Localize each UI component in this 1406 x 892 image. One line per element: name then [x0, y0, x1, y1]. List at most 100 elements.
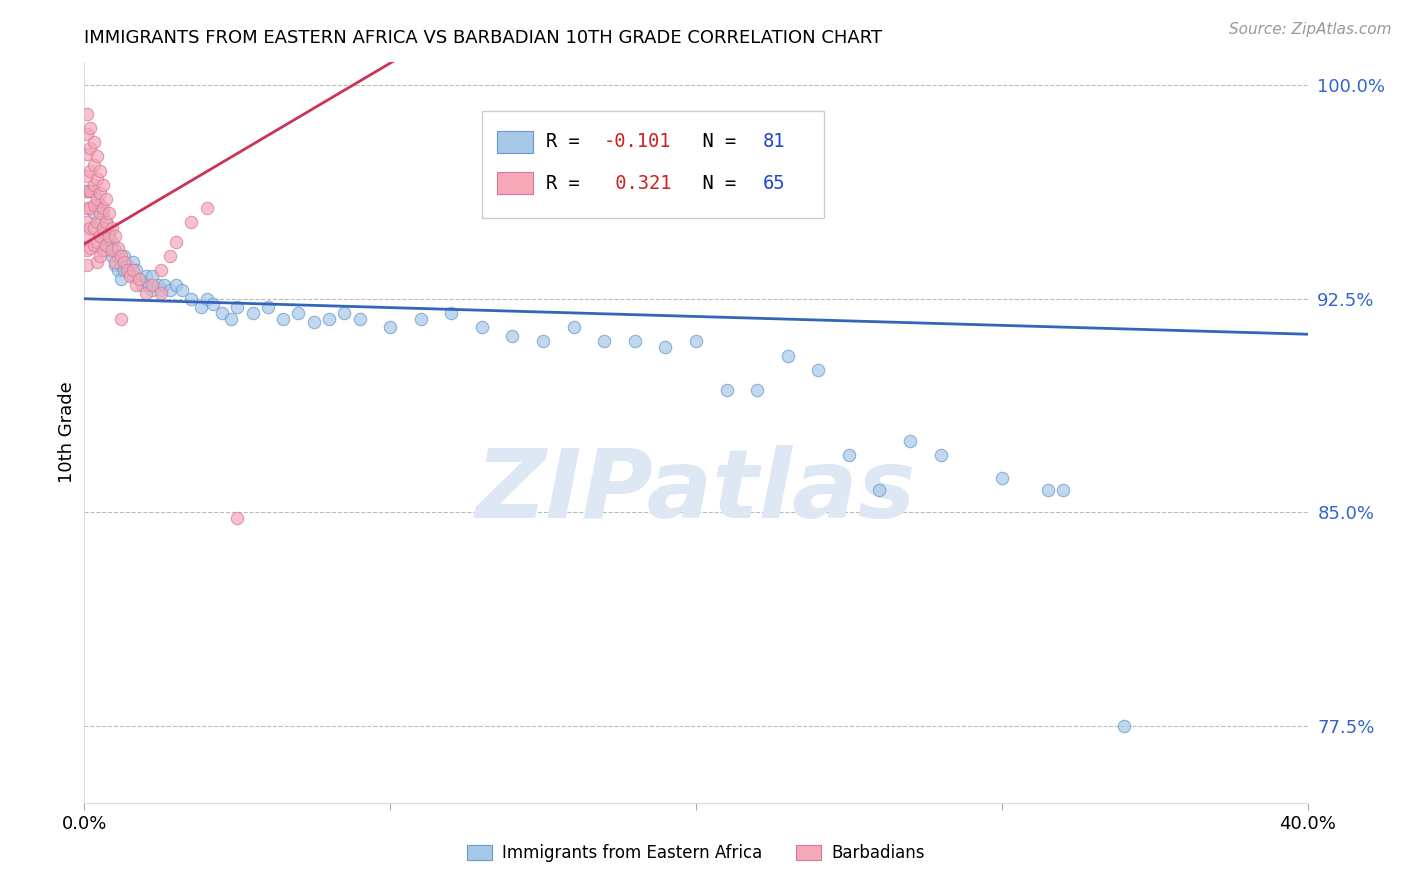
Point [79, 240, 101, 254]
Point [76, 184, 98, 198]
Point [89, 186, 111, 201]
Point [159, 249, 181, 263]
Point [83, 206, 105, 220]
Point [333, 306, 356, 320]
Point [138, 277, 160, 292]
Point [76, 201, 98, 215]
Point [141, 283, 163, 297]
Point [349, 311, 371, 326]
Point [89, 206, 111, 220]
Point [149, 286, 172, 301]
Text: R =: R = [546, 132, 591, 151]
Point [654, 340, 676, 354]
Point [146, 277, 169, 292]
Point [112, 254, 135, 268]
Point [807, 363, 830, 377]
Point [101, 249, 124, 263]
Point [531, 334, 554, 349]
Point [104, 244, 127, 258]
Point [624, 334, 647, 349]
Point [97, 229, 120, 244]
Point [91, 178, 114, 192]
Point [120, 263, 142, 277]
Point [107, 249, 129, 263]
Point [76, 215, 98, 229]
Point [91, 220, 114, 235]
Point [120, 268, 142, 283]
Point [89, 229, 111, 244]
Point [94, 237, 117, 252]
Point [79, 184, 101, 198]
Point [226, 301, 249, 315]
Point [898, 434, 921, 449]
Point [76, 127, 98, 141]
Point [76, 244, 98, 258]
Point [86, 192, 108, 206]
Point [104, 254, 127, 268]
Point [747, 383, 769, 397]
Point [211, 306, 233, 320]
Point [76, 184, 98, 198]
Point [122, 268, 145, 283]
Point [131, 277, 153, 292]
Point [380, 320, 402, 334]
Point [1036, 483, 1059, 497]
Point [135, 268, 157, 283]
Point [271, 311, 294, 326]
Point [76, 229, 98, 244]
Point [79, 163, 101, 178]
Point [149, 283, 172, 297]
Point [94, 192, 117, 206]
Point [159, 283, 181, 297]
Text: ZIPatlas: ZIPatlas [475, 445, 917, 539]
Point [110, 272, 132, 286]
Point [409, 311, 432, 326]
Text: IMMIGRANTS FROM EASTERN AFRICA VS BARBADIAN 10TH GRADE CORRELATION CHART: IMMIGRANTS FROM EASTERN AFRICA VS BARBAD… [84, 29, 883, 47]
Point [716, 383, 738, 397]
Point [149, 263, 172, 277]
Point [165, 235, 187, 249]
Text: R =: R = [546, 174, 591, 193]
Point [153, 277, 176, 292]
Point [110, 258, 132, 272]
Point [502, 328, 524, 343]
Point [141, 268, 163, 283]
Point [79, 120, 101, 135]
Text: N =: N = [681, 132, 748, 151]
Point [128, 272, 150, 286]
Point [83, 198, 105, 212]
Y-axis label: 10th Grade: 10th Grade [58, 382, 76, 483]
Point [89, 229, 111, 244]
Point [83, 220, 105, 235]
Text: 81: 81 [763, 132, 786, 151]
Point [110, 311, 132, 326]
Point [201, 297, 224, 311]
Point [86, 198, 108, 212]
Point [190, 301, 212, 315]
FancyBboxPatch shape [482, 111, 824, 218]
Point [122, 263, 145, 277]
Point [91, 206, 114, 220]
Point [685, 334, 707, 349]
Point [112, 249, 135, 263]
Point [440, 306, 463, 320]
Point [125, 263, 148, 277]
Point [226, 511, 249, 525]
Point [195, 201, 218, 215]
Point [89, 198, 111, 212]
Point [83, 178, 105, 192]
Point [91, 244, 114, 258]
Point [141, 277, 163, 292]
Text: Source: ZipAtlas.com: Source: ZipAtlas.com [1229, 22, 1392, 37]
Point [86, 149, 108, 163]
Point [101, 220, 124, 235]
Point [83, 237, 105, 252]
Point [86, 172, 108, 186]
Point [79, 184, 101, 198]
Point [79, 141, 101, 155]
Text: N =: N = [681, 174, 748, 193]
Point [89, 249, 111, 263]
Point [242, 306, 264, 320]
Point [125, 277, 148, 292]
Text: 0.321: 0.321 [605, 174, 672, 193]
